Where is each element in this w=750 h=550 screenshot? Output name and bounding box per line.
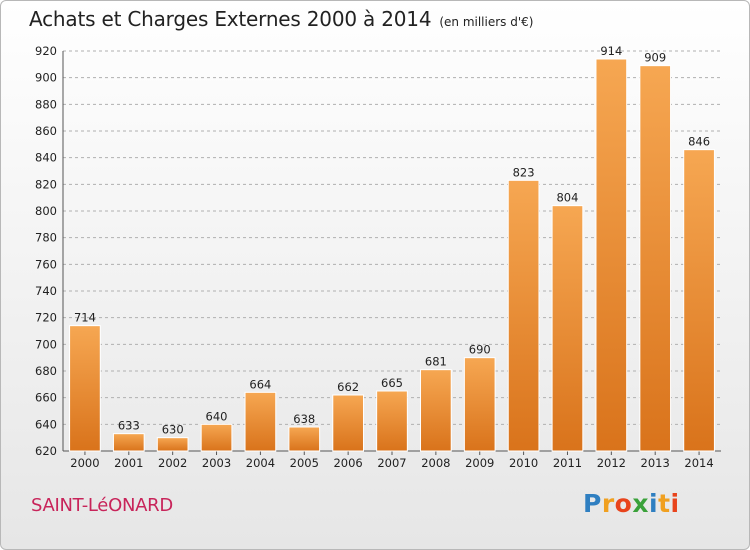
y-tick-label: 660	[35, 391, 57, 405]
y-tick-label: 820	[35, 177, 57, 191]
x-tick-label: 2008	[421, 456, 450, 470]
logo-letter: P	[583, 489, 602, 518]
x-tick-label: 2012	[597, 456, 626, 470]
logo-letter: x	[632, 489, 649, 518]
value-label: 662	[337, 380, 359, 394]
bar	[112, 433, 145, 452]
value-label: 846	[688, 135, 710, 149]
x-tick-label: 2011	[553, 456, 582, 470]
bar	[420, 369, 452, 452]
logo-letter: i	[649, 489, 659, 518]
value-label: 914	[600, 44, 622, 58]
bar	[200, 423, 233, 452]
value-label: 630	[162, 423, 184, 437]
x-tick-label: 2002	[158, 456, 187, 470]
axes: 620 640 660 680 700 720 740 760 780 800 820 840 860 8…	[35, 44, 721, 470]
value-label: 804	[556, 191, 578, 205]
y-tick-label: 740	[35, 284, 57, 298]
x-tick-label: 2001	[114, 456, 143, 470]
x-tick-label: 2005	[290, 456, 319, 470]
logo-letter: t	[658, 489, 671, 518]
value-label: 640	[206, 409, 228, 423]
x-tick-label: 2004	[246, 456, 275, 470]
y-tick-label: 680	[35, 364, 57, 378]
x-tick-label: 2010	[509, 456, 538, 470]
logo-letter: r	[601, 489, 615, 518]
bar	[463, 357, 496, 452]
y-tick-label: 860	[35, 124, 57, 138]
value-label: 633	[118, 419, 140, 433]
y-tick-label: 780	[35, 231, 57, 245]
value-label: 714	[74, 311, 96, 325]
y-tick-label: 620	[35, 444, 57, 458]
bar	[376, 390, 408, 452]
y-tick-label: 800	[35, 204, 57, 218]
x-tick-label: 2009	[465, 456, 494, 470]
y-tick-label: 720	[35, 311, 57, 325]
y-tick-label: 920	[35, 44, 57, 58]
bar	[244, 391, 277, 452]
bar	[69, 325, 101, 452]
bar	[288, 426, 321, 452]
x-tick-label: 2014	[684, 456, 713, 470]
y-tick-label: 900	[35, 71, 57, 85]
x-tick-label: 2007	[377, 456, 406, 470]
bar	[156, 437, 189, 452]
bar	[595, 58, 628, 452]
x-tick-label: 2013	[641, 456, 670, 470]
value-labels: 714 633 630 640 664 638 662 665 681 690 823 804 914 9…	[74, 44, 710, 437]
chart-title: Achats et Charges Externes 2000 à 2014	[29, 7, 432, 31]
value-label: 823	[513, 165, 535, 179]
value-label: 690	[469, 343, 491, 357]
x-tick-label: 2000	[70, 456, 99, 470]
bar	[639, 65, 672, 452]
chart-title-block: Achats et Charges Externes 2000 à 2014 (e…	[29, 7, 533, 31]
bar	[507, 179, 540, 452]
proxiti-logo: Proxiti	[583, 489, 680, 518]
y-tick-label: 640	[35, 417, 57, 431]
bar	[551, 205, 584, 452]
bar	[332, 394, 364, 452]
value-label: 909	[644, 51, 666, 65]
logo-letter: o	[614, 489, 633, 518]
value-label: 681	[425, 355, 447, 369]
y-tick-label: 840	[35, 151, 57, 165]
value-label: 664	[249, 377, 271, 391]
logo-letter: i	[670, 489, 680, 518]
value-label: 638	[293, 412, 315, 426]
y-tick-label: 760	[35, 257, 57, 271]
x-tick-label: 2003	[202, 456, 231, 470]
x-tick-label: 2006	[333, 456, 362, 470]
chart-unit: (en milliers d'€)	[439, 15, 534, 29]
y-tick-label: 880	[35, 97, 57, 111]
y-tick-label: 700	[35, 337, 57, 351]
commune-name: SAINT-LéONARD	[31, 495, 173, 516]
value-label: 665	[381, 376, 403, 390]
bars	[69, 58, 715, 452]
bar	[683, 149, 715, 452]
